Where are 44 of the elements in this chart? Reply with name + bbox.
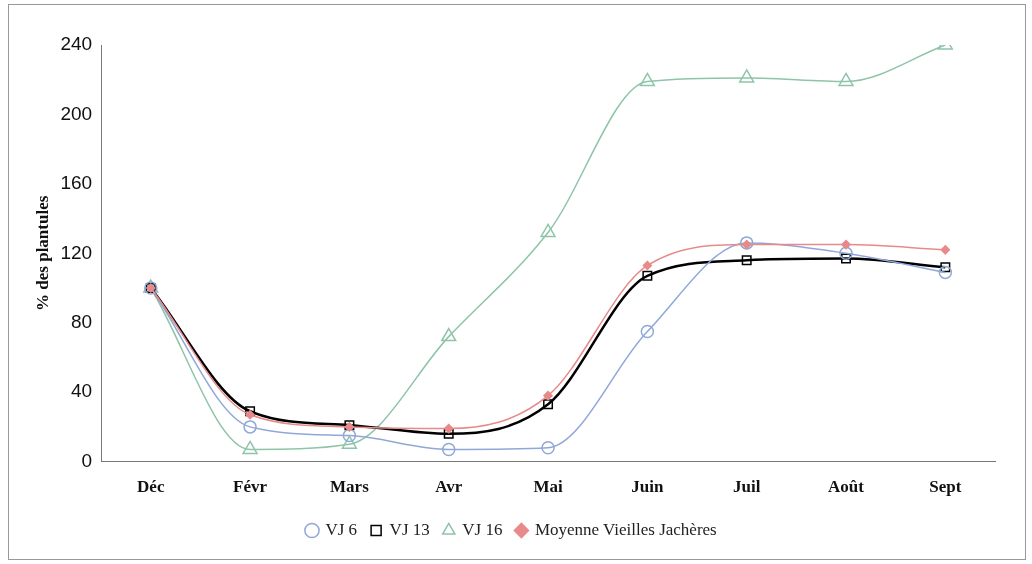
x-tick-label: Févr (233, 477, 268, 497)
legend-label: VJ 16 (462, 519, 503, 539)
x-tick-label: Juil (732, 477, 761, 497)
point (839, 246, 853, 261)
point (443, 428, 454, 439)
point (739, 69, 755, 83)
x-tick-label: Sept (929, 477, 962, 497)
point (940, 245, 951, 255)
y-tick-label: 0 (81, 449, 93, 471)
x-tick-label: Déc (137, 477, 165, 497)
x-tick-label: Mai (533, 477, 563, 497)
y-tick-label: 80 (70, 310, 93, 332)
point (841, 253, 852, 264)
x-tick-label: Juin (631, 477, 664, 497)
point (443, 423, 454, 434)
point (642, 260, 653, 271)
point (940, 262, 951, 273)
y-tick-label: 200 (60, 102, 93, 124)
y-tick-label: 240 (60, 33, 93, 55)
point (441, 327, 457, 342)
point (640, 324, 655, 339)
point (441, 442, 456, 457)
legend-label: Moyenne Vieilles Jachères (534, 519, 717, 539)
x-tick-label: Avr (435, 477, 463, 497)
y-tick-label: 160 (60, 172, 93, 194)
point (541, 440, 555, 455)
point (938, 265, 953, 280)
y-tick-label: 40 (70, 380, 93, 402)
point (841, 239, 851, 250)
point (543, 390, 553, 401)
point (540, 223, 556, 238)
point (741, 255, 752, 266)
point (642, 270, 653, 281)
point (243, 420, 257, 434)
point (838, 72, 854, 87)
x-tick-label: Août (828, 477, 865, 497)
y-axis-title: % des plantules (32, 195, 52, 311)
x-tick-label: Mars (330, 477, 370, 497)
legend-label: VJ 6 (325, 519, 358, 539)
y-tick-label: 120 (60, 241, 93, 263)
point (639, 72, 656, 87)
legend-label: VJ 13 (389, 519, 430, 539)
point (342, 428, 357, 443)
point (543, 399, 554, 410)
